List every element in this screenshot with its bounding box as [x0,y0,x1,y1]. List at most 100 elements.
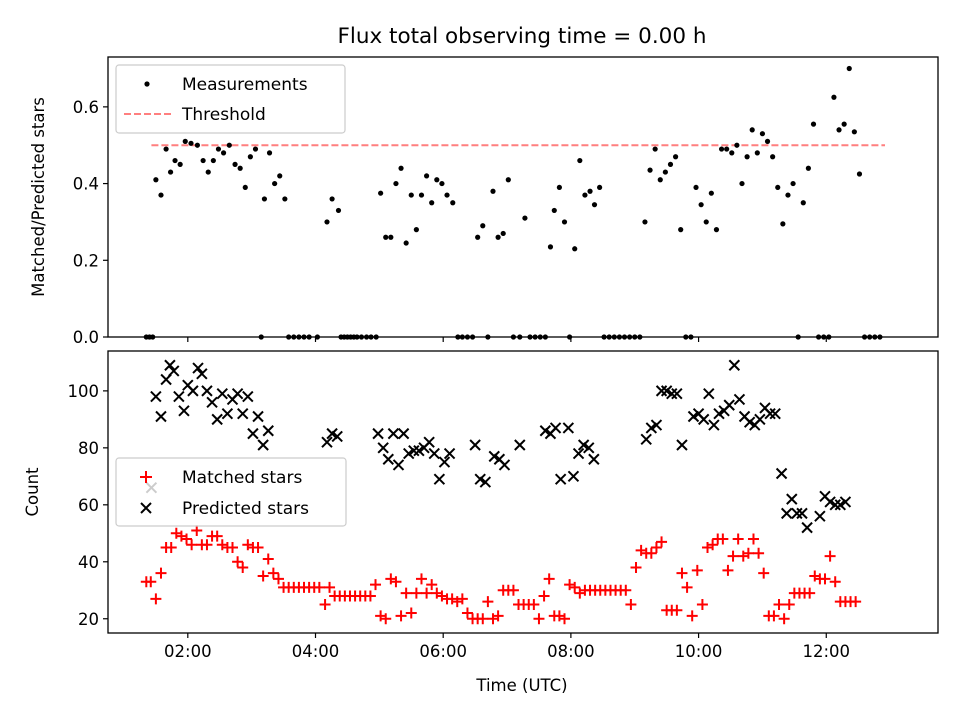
matched-stars-point [482,596,494,608]
measurement-point [647,167,653,173]
measurement-point [490,188,496,194]
predicted-stars-point [192,362,204,374]
matched-stars-point [778,613,790,625]
predicted-stars-point [387,427,400,440]
measurement-point [205,169,211,175]
count-frame [107,350,939,634]
measurement-point [678,227,684,233]
count-y-tick-label: 40 [78,553,99,572]
matched-stars-point [415,573,427,585]
matched-stars-point [211,530,223,542]
measurement-point [388,234,394,240]
measurement-point [764,138,771,144]
matched-stars-series [140,524,862,625]
matched-stars-point [186,539,198,551]
matched-stars-point [492,610,504,622]
measurement-point [194,142,200,148]
measurement-point [495,234,501,240]
count-marks [140,359,862,625]
matched-stars-point [237,561,249,573]
measurement-point [242,184,248,191]
matched-stars-point [410,587,422,599]
matched-stars-point [722,564,734,576]
predicted-stars-point [262,425,274,437]
predicted-stars-point [206,396,218,408]
count-y-axis-label: Count [23,467,42,517]
measurement-point [423,173,430,179]
measurement-point [591,202,598,208]
matched-stars-point [696,599,708,611]
measurement-point [572,246,578,252]
predicted-legend-label: Predicted stars [182,499,309,519]
measurement-point [505,177,511,183]
ratio-y-tick-label: 0.2 [73,251,99,270]
predicted-stars-point [775,467,788,480]
predicted-stars-point [554,473,567,485]
matched-stars-point [717,533,729,545]
predicted-stars-point [397,427,410,440]
ratio-frame [107,56,939,338]
ratio-legend: Measurements Threshold [115,64,346,134]
measurement-point [220,150,227,156]
predicted-stars-point [814,510,826,522]
measurement-point [657,177,663,183]
x-tick-label: 06:00 [419,642,467,661]
predicted-stars-point [257,439,269,451]
predicted-stars-point [708,419,720,431]
matched-stars-point [364,590,376,602]
measurement-point [724,146,730,152]
predicted-stars-point [514,439,526,451]
matched-stars-point [324,581,336,593]
predicted-stars-point [791,507,803,520]
measurement-point [759,131,766,137]
predicted-stars-point [640,433,652,446]
matched-legend-label: Matched stars [182,468,302,488]
matched-stars-point [758,567,770,579]
matched-stars-point [625,599,637,611]
measurement-point [500,230,506,237]
matched-stars-point [727,550,739,562]
matched-stars-point [267,567,279,579]
measurement-point [775,184,781,191]
measurement-point [480,223,486,229]
measurement-point [642,219,648,225]
measurement-point [237,165,243,171]
matched-stars-point [676,567,688,579]
measurement-point [177,161,183,167]
matched-stars-point [656,536,668,548]
count-y-tick-label: 80 [78,439,99,458]
predicted-stars-point [655,385,668,397]
predicted-stars-series [145,359,852,534]
measurement-point [672,154,679,160]
ratio-legend-box [115,64,346,134]
matched-stars-point [753,547,765,559]
predicted-stars-point [231,388,244,400]
predicted-stars-point [697,413,710,426]
matched-stars-point [456,593,468,605]
predicted-stars-point [469,439,481,451]
predicted-stars-point [479,476,492,488]
predicted-stars-point [423,436,435,448]
matched-stars-point [824,550,836,562]
predicted-stars-point [676,439,688,451]
measurement-point [810,121,817,127]
predicted-stars-point [671,388,683,400]
matched-stars-point [681,581,693,593]
matched-stars-point [165,542,177,554]
count-panel: 02:00 04:00 06:00 08:00 10:00 12:00 20 40 60 80 10… [23,350,939,695]
matched-stars-point [507,584,519,596]
measurement-point [836,127,842,133]
matched-stars-point [461,607,473,619]
matched-stars-point [630,561,642,573]
matched-stars-point [145,576,157,588]
count-legend-box [115,457,347,527]
matched-stars-point [686,610,698,622]
predicted-stars-point [443,447,456,460]
measurement-point [785,192,791,198]
measurement-point [831,94,837,100]
measurement-point [329,196,335,202]
ratio-y-axis-label: Matched/Predicted stars [29,97,48,297]
measurements-legend-label: Measurements [182,75,308,95]
predicted-stars-point [187,385,199,397]
measurement-point [851,129,857,135]
